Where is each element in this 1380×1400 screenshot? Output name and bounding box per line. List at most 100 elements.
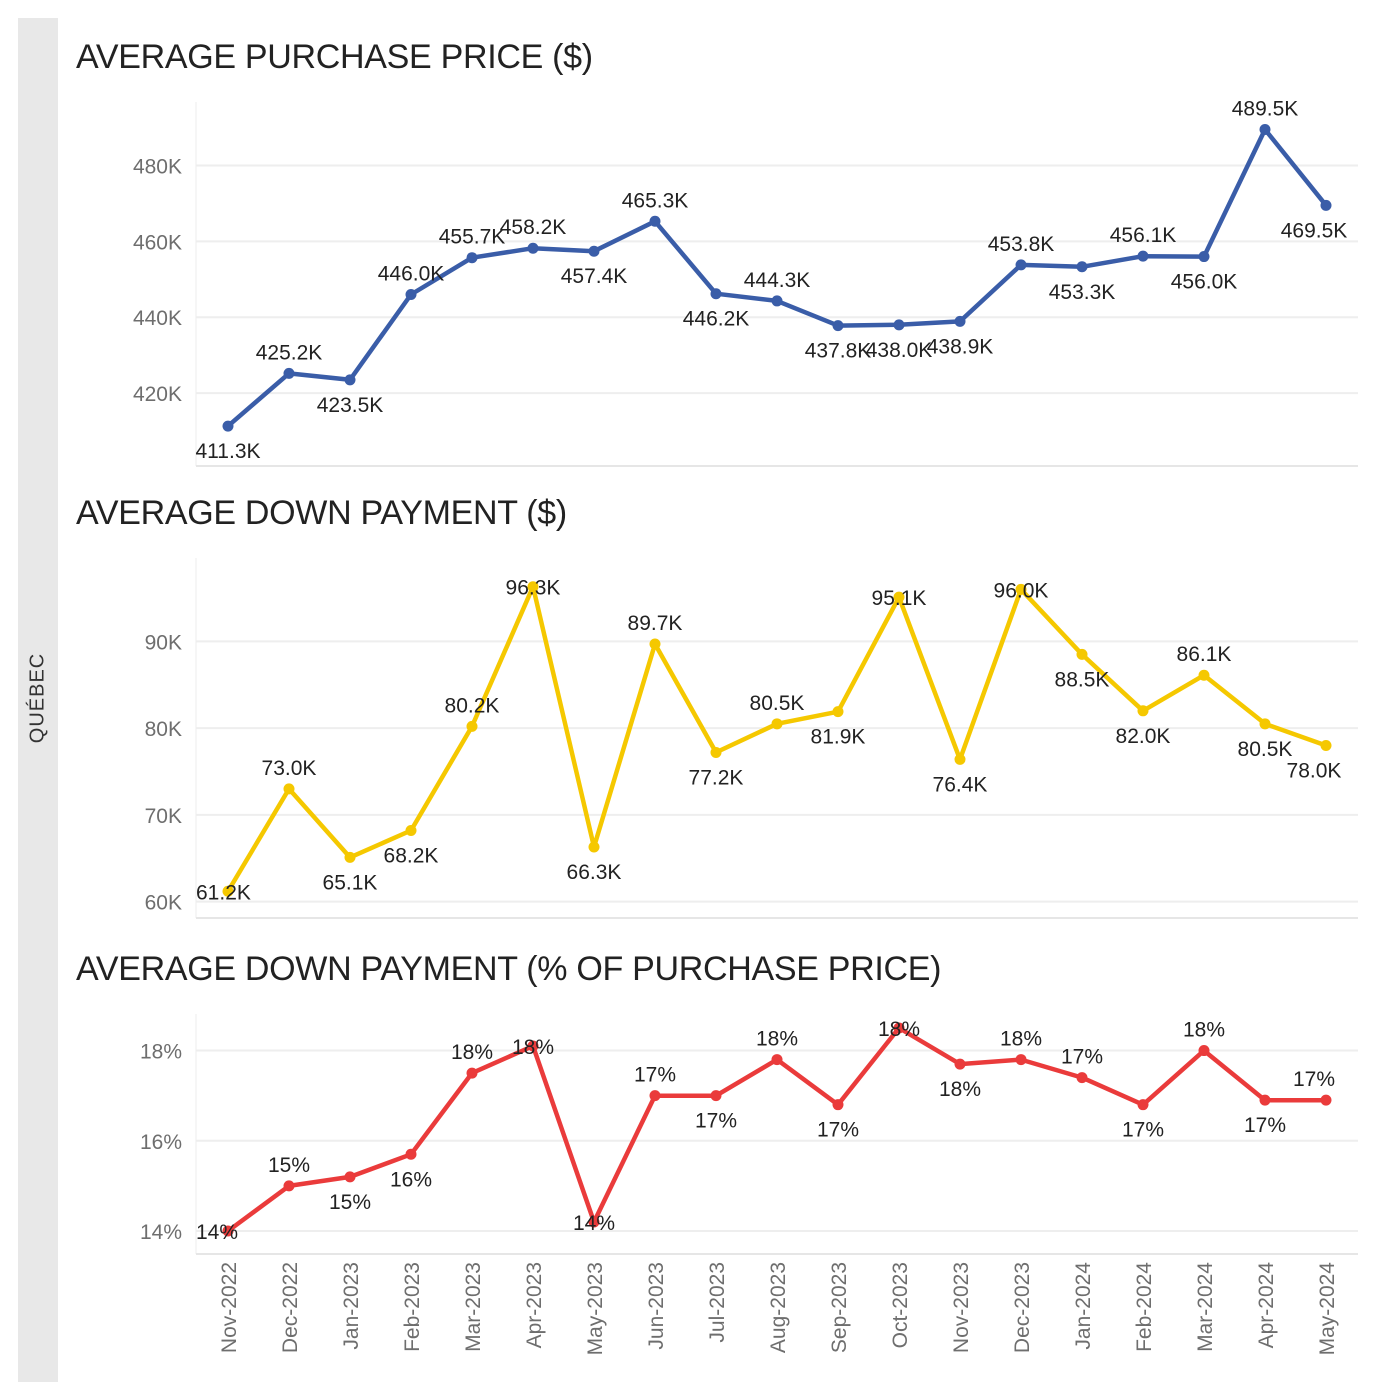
x-tick-label: Mar-2024: [1194, 1262, 1217, 1352]
data-label: 446.2K: [683, 308, 750, 331]
data-point: [1015, 583, 1027, 595]
data-point: [1198, 1045, 1210, 1057]
data-point: [527, 242, 539, 254]
data-point: [893, 1022, 905, 1034]
data-point: [283, 783, 295, 795]
data-label: 86.1K: [1177, 643, 1232, 666]
y-tick-label: 440K: [133, 307, 182, 330]
x-tick-label: Apr-2024: [1255, 1262, 1278, 1349]
data-label: 438.0K: [866, 339, 933, 362]
chart-title-purchase-price: AVERAGE PURCHASE PRICE ($): [76, 38, 593, 76]
data-label: 65.1K: [323, 871, 378, 894]
x-tick-label: Jan-2024: [1072, 1262, 1095, 1350]
data-point: [405, 825, 417, 837]
chart-title-down-payment-pct: AVERAGE DOWN PAYMENT (% OF PURCHASE PRIC…: [76, 950, 942, 988]
data-label: 411.3K: [196, 440, 261, 463]
data-label: 457.4K: [561, 265, 628, 288]
data-point: [771, 295, 783, 307]
data-label: 80.2K: [445, 694, 500, 717]
data-label: 89.7K: [628, 612, 683, 635]
data-label: 18%: [878, 1018, 920, 1041]
x-tick-label: Aug-2023: [767, 1262, 790, 1353]
data-point: [466, 720, 478, 732]
data-label: 16%: [390, 1168, 432, 1191]
data-point: [1259, 718, 1271, 730]
y-tick-label: 420K: [133, 383, 182, 406]
data-label: 456.0K: [1171, 271, 1238, 294]
data-point: [893, 319, 905, 331]
data-label: 15%: [329, 1191, 371, 1214]
data-label: 80.5K: [750, 692, 805, 715]
data-label: 78.0K: [1287, 760, 1342, 783]
data-label: 17%: [1244, 1114, 1286, 1137]
data-label: 458.2K: [500, 216, 567, 239]
data-label: 96.0K: [994, 579, 1049, 602]
data-label: 446.0K: [378, 262, 445, 285]
data-point: [1320, 1094, 1332, 1106]
data-label: 17%: [634, 1064, 676, 1087]
data-point: [771, 1054, 783, 1066]
data-label: 68.2K: [384, 845, 439, 868]
x-tick-label: Feb-2024: [1133, 1262, 1156, 1352]
data-label: 444.3K: [744, 269, 811, 292]
x-tick-label: Nov-2022: [218, 1262, 241, 1353]
data-label: 88.5K: [1055, 668, 1110, 691]
data-point: [649, 1090, 661, 1102]
y-tick-label: 460K: [133, 231, 182, 254]
data-point: [832, 1099, 844, 1111]
y-tick-label: 70K: [145, 805, 182, 828]
data-label: 18%: [1000, 1028, 1042, 1051]
y-tick-label: 16%: [140, 1131, 182, 1154]
data-label: 437.8K: [805, 340, 872, 363]
data-point: [1198, 251, 1210, 263]
data-point: [283, 367, 295, 379]
data-point: [344, 374, 356, 386]
data-label: 489.5K: [1232, 97, 1299, 120]
data-label: 438.9K: [927, 335, 994, 358]
data-point: [1076, 1072, 1088, 1084]
x-tick-label: Dec-2022: [279, 1262, 302, 1353]
data-label: 77.2K: [689, 766, 744, 789]
data-point: [588, 1216, 600, 1228]
data-point: [832, 706, 844, 718]
y-tick-label: 480K: [133, 156, 182, 179]
data-point: [1259, 123, 1271, 135]
data-point: [710, 1090, 722, 1102]
data-point: [710, 288, 722, 300]
data-point: [222, 420, 234, 432]
data-point: [466, 1067, 478, 1079]
data-point: [954, 315, 966, 327]
data-label: 73.0K: [262, 757, 317, 780]
x-tick-label: Jul-2023: [706, 1262, 729, 1343]
data-point: [893, 591, 905, 603]
x-tick-label: Oct-2023: [889, 1262, 912, 1348]
data-point: [527, 581, 539, 593]
data-label: 469.5K: [1281, 219, 1348, 242]
x-tick-label: Nov-2023: [950, 1262, 973, 1353]
data-label: 17%: [1122, 1119, 1164, 1142]
y-tick-label: 80K: [145, 718, 182, 741]
data-label: 14%: [196, 1221, 238, 1244]
data-label: 455.7K: [439, 226, 506, 249]
data-point: [588, 245, 600, 257]
chart-title-down-payment: AVERAGE DOWN PAYMENT ($): [76, 494, 567, 532]
data-label: 18%: [756, 1028, 798, 1051]
data-point: [1015, 1054, 1027, 1066]
data-point: [405, 288, 417, 300]
data-label: 17%: [695, 1110, 737, 1133]
data-point: [832, 320, 844, 332]
data-point: [344, 851, 356, 863]
data-label: 17%: [817, 1119, 859, 1142]
data-point: [1320, 199, 1332, 211]
x-tick-label: Jun-2023: [645, 1262, 668, 1350]
data-point: [344, 1171, 356, 1183]
data-label: 453.3K: [1049, 281, 1116, 304]
data-label: 456.1K: [1110, 224, 1177, 247]
x-tick-label: Mar-2023: [462, 1262, 485, 1352]
data-point: [1198, 669, 1210, 681]
x-tick-label: Sep-2023: [828, 1262, 851, 1353]
data-label: 81.9K: [811, 726, 866, 749]
data-point: [222, 1225, 234, 1237]
data-point: [1076, 261, 1088, 273]
